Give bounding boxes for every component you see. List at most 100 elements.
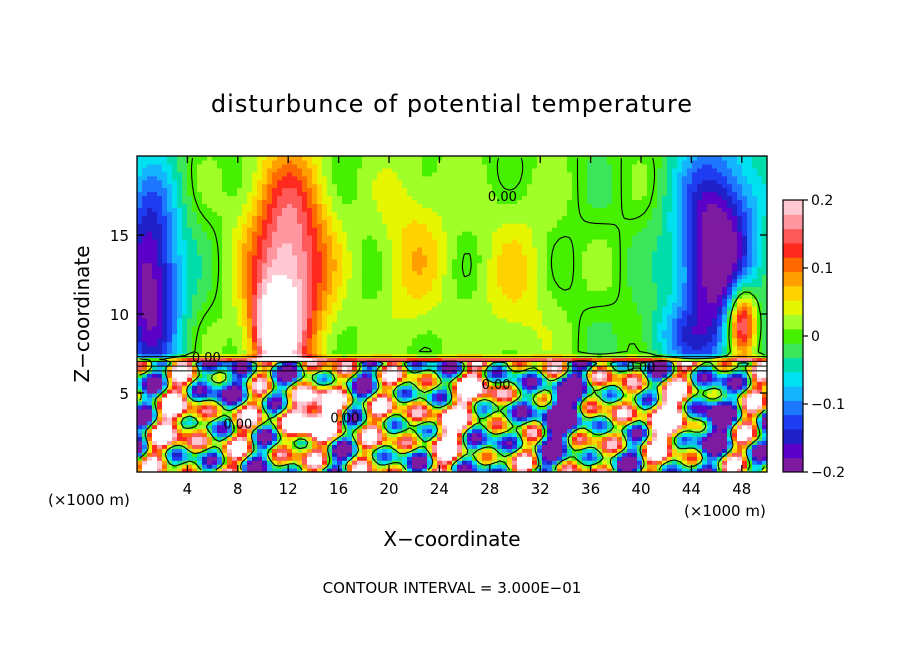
heatmap-cell	[482, 317, 488, 323]
heatmap-cell	[177, 325, 183, 331]
heatmap-cell	[727, 456, 733, 461]
heatmap-cell	[227, 393, 233, 398]
heatmap-cell	[337, 377, 343, 382]
heatmap-cell	[222, 393, 228, 398]
heatmap-cell	[487, 428, 493, 434]
heatmap-cell	[382, 464, 388, 469]
heatmap-cell	[677, 456, 683, 461]
heatmap-cell	[537, 440, 543, 445]
heatmap-cell	[202, 321, 208, 327]
heatmap-cell	[227, 329, 233, 335]
heatmap-cell	[332, 448, 338, 453]
heatmap-cell	[287, 420, 293, 426]
heatmap-cell	[622, 333, 628, 339]
heatmap-cell	[162, 448, 168, 453]
heatmap-cell	[667, 408, 673, 414]
heatmap-cell	[172, 329, 178, 335]
heatmap-cell	[172, 424, 178, 430]
heatmap-cell	[397, 365, 403, 370]
heatmap-cell	[347, 468, 353, 473]
heatmap-cell	[672, 337, 678, 343]
heatmap-cell	[747, 404, 753, 410]
heatmap-cell	[392, 456, 398, 461]
heatmap-cell	[762, 444, 768, 449]
heatmap-cell	[242, 333, 248, 339]
heatmap-cell	[412, 349, 418, 355]
heatmap-cell	[257, 337, 263, 343]
heatmap-cell	[272, 436, 278, 441]
heatmap-cell	[727, 396, 733, 402]
heatmap-cell	[572, 420, 578, 426]
heatmap-cell	[477, 314, 483, 319]
heatmap-cell	[202, 416, 208, 422]
heatmap-cell	[672, 420, 678, 426]
heatmap-cell	[312, 393, 318, 398]
heatmap-cell	[377, 420, 383, 426]
heatmap-cell	[342, 361, 348, 366]
heatmap-cell	[182, 452, 188, 457]
heatmap-cell	[382, 381, 388, 386]
heatmap-cell	[272, 373, 278, 378]
heatmap-cell	[652, 452, 658, 457]
heatmap-cell	[202, 444, 208, 449]
heatmap-cell	[147, 436, 153, 441]
heatmap-cell	[277, 468, 283, 473]
heatmap-cell	[737, 428, 743, 434]
heatmap-cell	[172, 408, 178, 414]
heatmap-cell	[422, 464, 428, 469]
heatmap-cell	[617, 377, 623, 382]
heatmap-cell	[552, 464, 558, 469]
heatmap-cell	[507, 337, 513, 343]
heatmap-cell	[357, 377, 363, 382]
heatmap-cell	[547, 381, 553, 386]
heatmap-cell	[457, 345, 463, 351]
heatmap-cell	[482, 464, 488, 469]
heatmap-cell	[562, 432, 568, 438]
heatmap-cell	[452, 393, 458, 398]
heatmap-cell	[547, 314, 553, 319]
heatmap-cell	[637, 396, 643, 402]
heatmap-cell	[437, 314, 443, 319]
heatmap-cell	[142, 400, 148, 406]
heatmap-cell	[212, 420, 218, 426]
heatmap-cell	[412, 325, 418, 331]
heatmap-cell	[217, 400, 223, 406]
heatmap-cell	[692, 389, 698, 394]
heatmap-cell	[137, 404, 143, 410]
heatmap-cell	[412, 321, 418, 327]
heatmap-cell	[357, 404, 363, 410]
heatmap-cell	[507, 353, 513, 359]
heatmap-cell	[487, 452, 493, 457]
heatmap-cell	[752, 452, 758, 457]
heatmap-cell	[327, 440, 333, 445]
heatmap-cell	[252, 349, 258, 355]
heatmap-cell	[747, 428, 753, 434]
heatmap-cell	[757, 381, 763, 386]
heatmap-cell	[592, 377, 598, 382]
heatmap-cell	[212, 400, 218, 406]
heatmap-cell	[722, 436, 728, 441]
heatmap-cell	[142, 325, 148, 331]
heatmap-cell	[522, 365, 528, 370]
heatmap-cell	[427, 317, 433, 323]
heatmap-cell	[607, 321, 613, 327]
heatmap-cell	[667, 393, 673, 398]
heatmap-cell	[677, 329, 683, 335]
heatmap-cell	[737, 432, 743, 438]
heatmap-cell	[302, 416, 308, 422]
heatmap-cell	[762, 365, 768, 370]
heatmap-cell	[352, 440, 358, 445]
heatmap-cell	[732, 337, 738, 343]
heatmap-cell	[742, 341, 748, 347]
heatmap-cell	[632, 468, 638, 473]
heatmap-cell	[187, 333, 193, 339]
heatmap-cell	[477, 452, 483, 457]
heatmap-cell	[427, 393, 433, 398]
heatmap-cell	[547, 325, 553, 331]
heatmap-cell	[157, 373, 163, 378]
heatmap-cell	[192, 357, 198, 362]
heatmap-cell	[332, 416, 338, 422]
heatmap-cell	[587, 369, 593, 374]
heatmap-cell	[567, 353, 573, 359]
heatmap-cell	[297, 444, 303, 449]
